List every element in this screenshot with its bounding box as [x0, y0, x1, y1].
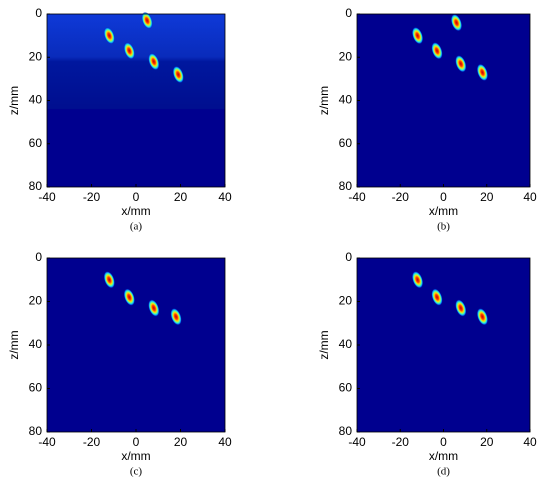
spot [431, 42, 443, 60]
x-tick-label: 40 [523, 190, 537, 204]
y-tick-label: 20 [339, 49, 353, 63]
plot-background [357, 258, 530, 432]
x-axis-label: x/mm [429, 204, 458, 218]
x-tick-label: 20 [480, 435, 494, 449]
y-tick-label: 20 [29, 294, 43, 308]
plot-background [357, 14, 530, 187]
caption: (b) [437, 221, 450, 233]
y-tick-label: 0 [35, 6, 42, 20]
spot [411, 271, 424, 289]
y-tick-label: 40 [339, 337, 353, 351]
y-axis-label: z/mm [317, 86, 331, 115]
x-tick-label: -40 [348, 435, 366, 449]
x-tick-label: 20 [174, 190, 188, 204]
x-axis-label: x/mm [429, 449, 458, 463]
y-tick-label: 40 [339, 93, 353, 107]
x-tick-label: -40 [38, 190, 56, 204]
y-tick-label: 40 [29, 93, 43, 107]
plot-frame [46, 13, 226, 188]
x-tick-label: -40 [38, 435, 56, 449]
x-tick-label: 40 [523, 435, 537, 449]
spot [141, 11, 153, 30]
y-tick-label: 80 [339, 179, 353, 193]
plot-frame [356, 13, 531, 188]
x-tick-label: 20 [174, 435, 188, 449]
spot [450, 14, 463, 32]
y-tick-label: 0 [345, 6, 352, 20]
y-tick-label: 20 [339, 294, 353, 308]
spot [455, 55, 467, 73]
plot-frame [46, 257, 226, 433]
caption: (a) [130, 221, 143, 233]
spot [170, 308, 182, 326]
plot-frame [356, 257, 531, 433]
spot [123, 288, 135, 306]
spot [123, 42, 135, 60]
x-tick-label: 0 [133, 190, 140, 204]
y-tick-label: 80 [29, 179, 43, 193]
y-axis-label: z/mm [7, 330, 21, 359]
x-tick-label: -20 [392, 190, 410, 204]
x-tick-label: -20 [83, 435, 101, 449]
y-tick-label: 0 [35, 250, 42, 264]
spot [431, 288, 443, 306]
x-tick-label: 20 [480, 190, 494, 204]
y-tick-label: 60 [339, 136, 353, 150]
x-tick-label: -20 [83, 190, 101, 204]
y-axis-label: z/mm [7, 86, 21, 115]
spot [411, 26, 424, 45]
spot [103, 271, 115, 289]
x-axis-label: x/mm [121, 204, 150, 218]
y-tick-label: 40 [29, 337, 43, 351]
y-tick-label: 60 [339, 381, 353, 395]
x-tick-label: 40 [218, 435, 232, 449]
y-tick-label: 80 [339, 424, 353, 438]
y-tick-label: 60 [29, 136, 43, 150]
spot [476, 308, 489, 326]
spot [476, 63, 489, 82]
y-tick-label: 80 [29, 424, 43, 438]
spot [103, 26, 115, 45]
y-tick-label: 60 [29, 381, 43, 395]
spot [148, 299, 160, 317]
noise-region [47, 14, 225, 110]
y-axis-label: z/mm [317, 330, 331, 359]
spot [455, 299, 467, 317]
caption: (c) [130, 466, 143, 478]
x-tick-label: 0 [133, 435, 140, 449]
x-tick-label: 40 [218, 190, 232, 204]
x-axis-label: x/mm [121, 449, 150, 463]
x-tick-label: -20 [392, 435, 410, 449]
y-tick-label: 0 [345, 250, 352, 264]
y-tick-label: 20 [29, 49, 43, 63]
x-tick-label: 0 [440, 190, 447, 204]
x-tick-label: -40 [348, 190, 366, 204]
x-tick-label: 0 [440, 435, 447, 449]
plot-background [47, 258, 225, 432]
caption: (d) [437, 466, 450, 478]
spot [172, 65, 184, 84]
spot [148, 52, 160, 71]
